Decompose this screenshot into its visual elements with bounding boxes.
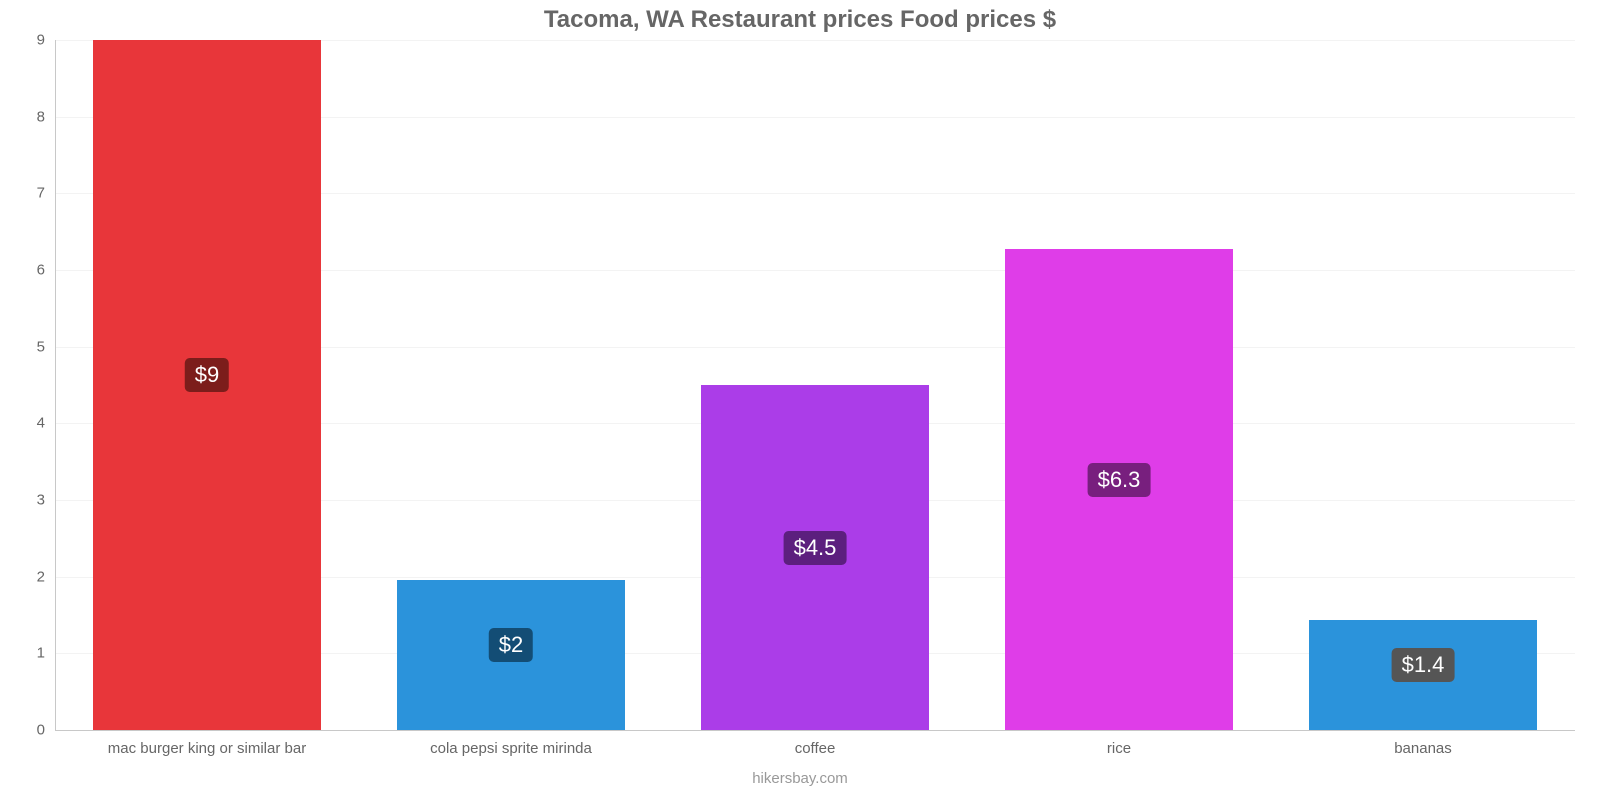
value-badge: $4.5 (784, 531, 847, 565)
y-tick-label: 4 (37, 415, 55, 432)
x-tick-label: rice (1107, 730, 1131, 757)
chart-title: Tacoma, WA Restaurant prices Food prices… (0, 0, 1600, 34)
y-tick-label: 9 (37, 32, 55, 49)
y-axis-line (55, 40, 56, 730)
x-tick-label: mac burger king or similar bar (108, 730, 306, 757)
y-tick-label: 6 (37, 262, 55, 279)
y-tick-label: 3 (37, 492, 55, 509)
y-tick-label: 2 (37, 568, 55, 585)
y-tick-label: 1 (37, 645, 55, 662)
x-tick-label: cola pepsi sprite mirinda (430, 730, 592, 757)
value-badge: $9 (185, 358, 229, 392)
price-bar-chart: Tacoma, WA Restaurant prices Food prices… (0, 0, 1600, 800)
value-badge: $6.3 (1088, 463, 1151, 497)
value-badge: $1.4 (1392, 648, 1455, 682)
x-tick-label: coffee (795, 730, 836, 757)
y-tick-label: 5 (37, 338, 55, 355)
plot-area: 0123456789mac burger king or similar bar… (55, 40, 1575, 730)
y-tick-label: 0 (37, 722, 55, 739)
x-tick-label: bananas (1394, 730, 1452, 757)
chart-credit: hikersbay.com (752, 770, 848, 787)
y-tick-label: 7 (37, 185, 55, 202)
value-badge: $2 (489, 628, 533, 662)
y-tick-label: 8 (37, 108, 55, 125)
